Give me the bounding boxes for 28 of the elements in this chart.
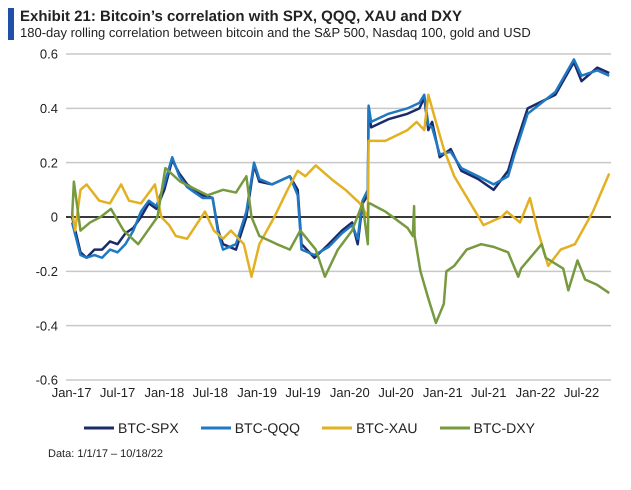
y-tick-label: -0.6 — [36, 372, 58, 388]
text: Data: 1/1/17 – 10/18/22 — [48, 448, 164, 460]
y-tick-label: -0.4 — [36, 318, 58, 334]
line-series — [70, 166, 610, 324]
x-tick-label: Jan-18 — [144, 385, 184, 400]
legend-label: BTC-DXY — [474, 420, 535, 436]
y-tick-label: 0.2 — [40, 155, 58, 170]
line-series — [70, 94, 610, 278]
x-tick-label: Jul-17 — [100, 385, 136, 400]
x-tick-label: Jul-18 — [192, 385, 228, 400]
x-tick-label: Jan-22 — [516, 385, 556, 400]
y-tick-label: -0.2 — [36, 264, 58, 279]
x-tick-label: Jul-21 — [471, 385, 506, 400]
legend-label: BTC-QQQ — [234, 420, 300, 436]
chart-subtitle: 180-day rolling correlation between bitcoin and the S&P 500, Nasdaq 100, gold and USD — [20, 25, 531, 40]
y-tick-label: 0.6 — [40, 46, 58, 62]
x-tick-label: Jul-22 — [564, 385, 600, 400]
x-tick-label: Jul-19 — [285, 385, 321, 400]
x-tick-label: Jan-21 — [422, 385, 463, 400]
chart-title: Exhibit 21: Bitcoin’s correlation with SPX, QQQ, XAU and DXY — [20, 8, 464, 25]
legend-label: BTC-SPX — [118, 420, 179, 436]
y-tick-label: 0 — [50, 210, 58, 225]
x-tick-label: Jan-19 — [237, 385, 277, 400]
legend-label: BTC-XAU — [356, 420, 418, 436]
x-tick-label: Jan-17 — [52, 385, 92, 400]
y-tick-label: 0.4 — [40, 100, 58, 116]
x-tick-label: Jul-20 — [378, 385, 414, 400]
x-tick-label: Jan-20 — [330, 385, 370, 400]
